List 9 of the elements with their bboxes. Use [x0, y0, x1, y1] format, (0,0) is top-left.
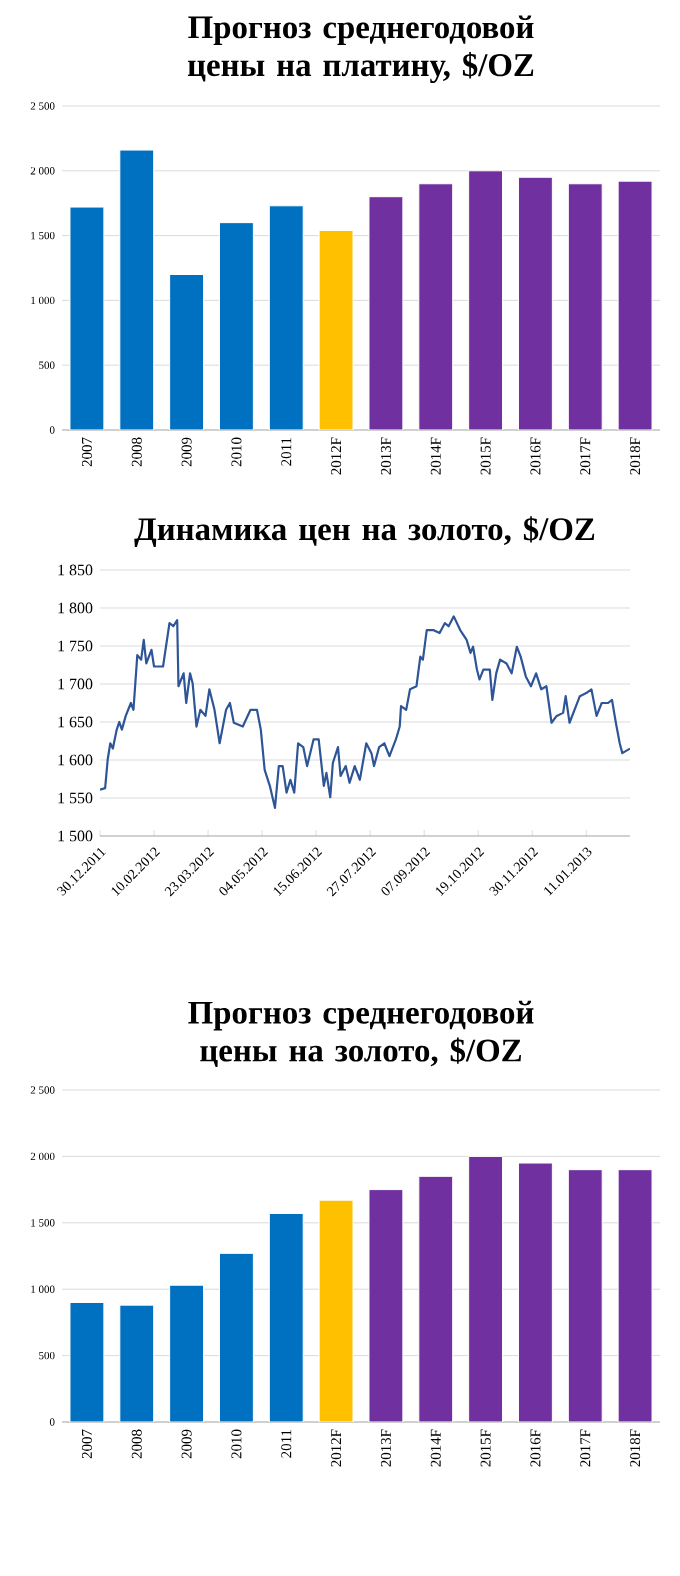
bar [468, 170, 504, 430]
chart-title: Прогноз среднегодовой цены на золото, $/OZ [188, 1000, 534, 1067]
bar [418, 183, 454, 430]
line-series [100, 615, 631, 809]
bar [268, 205, 304, 430]
chart-title: Динамика цен на золото, $/OZ [134, 516, 595, 547]
bar [218, 222, 254, 430]
chart-title: Прогноз среднегодовой цены на платину, $/OZ [187, 15, 534, 83]
bar [368, 196, 404, 430]
